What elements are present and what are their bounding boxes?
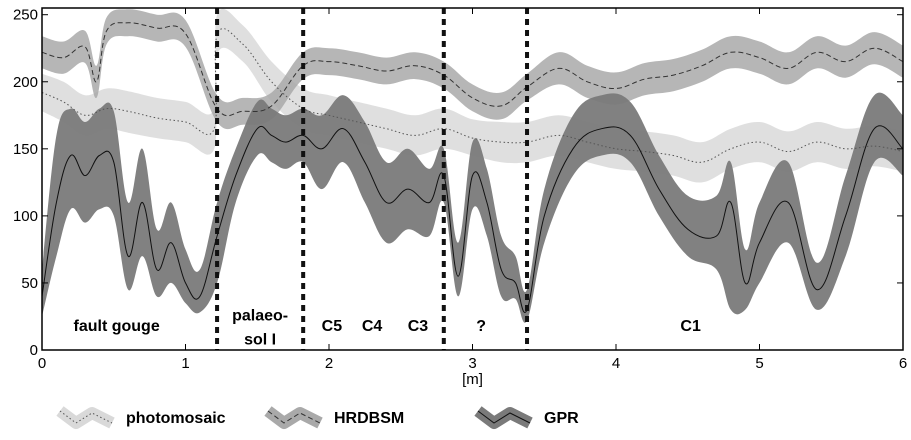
zone-boundaries [215, 8, 530, 350]
legend-swatch-line [477, 410, 531, 424]
zone-label: C3 [408, 318, 429, 335]
band-gpr [42, 92, 903, 323]
band-hrdbsm [42, 9, 903, 130]
zone-label: fault gouge [74, 318, 160, 335]
y-tick-label: 0 [30, 342, 38, 359]
zone-label: ? [476, 318, 486, 335]
x-axis-title: [m] [462, 371, 483, 388]
x-tick-label: 3 [468, 355, 476, 372]
axes: 0 1 2 3 4 5 6 0 50 100 150 200 250 [m] [13, 7, 907, 388]
legend-label: photomosaic [126, 410, 226, 427]
legend-label: GPR [544, 410, 579, 427]
legend-item-photomosaic: photomosaic [56, 406, 226, 429]
zone-label: sol I [244, 332, 276, 349]
legend-item-gpr: GPR [474, 406, 579, 429]
legend-swatch-line [59, 410, 113, 424]
zone-annotations: fault gouge palaeo-sol I C5 C4 C3? C1 [74, 307, 701, 348]
legend: photomosaic HRDBSM GPR [56, 406, 579, 429]
legend-swatch-band [56, 406, 115, 429]
x-tick-label: 4 [612, 355, 620, 372]
zone-label: C4 [362, 318, 383, 335]
zone-label: palaeo- [232, 307, 288, 324]
y-tick-label: 200 [13, 74, 38, 91]
y-tick-label: 50 [21, 275, 38, 292]
zone-label: C5 [322, 318, 343, 335]
y-tick-label: 150 [13, 141, 38, 158]
legend-label: HRDBSM [334, 410, 404, 427]
x-tick-label: 6 [899, 355, 907, 372]
x-tick-label: 0 [38, 355, 46, 372]
x-tick-label: 5 [755, 355, 763, 372]
y-axis-ticks: 0 50 100 150 200 250 [13, 7, 903, 359]
plot-area: fault gouge palaeo-sol I C5 C4 C3? C1 [41, 7, 904, 351]
legend-item-hrdbsm: HRDBSM [264, 406, 404, 429]
legend-swatch-line [267, 410, 321, 424]
band-photomosaic [42, 8, 903, 183]
x-tick-label: 2 [325, 355, 333, 372]
line-photomosaic [41, 28, 904, 163]
line-gpr [41, 125, 904, 313]
zone-label: C1 [680, 318, 701, 335]
y-tick-label: 250 [13, 7, 38, 24]
x-tick-label: 1 [181, 355, 189, 372]
y-tick-label: 100 [13, 208, 38, 225]
x-axis-ticks: 0 1 2 3 4 5 6 [38, 8, 907, 372]
series-bands [42, 8, 903, 323]
